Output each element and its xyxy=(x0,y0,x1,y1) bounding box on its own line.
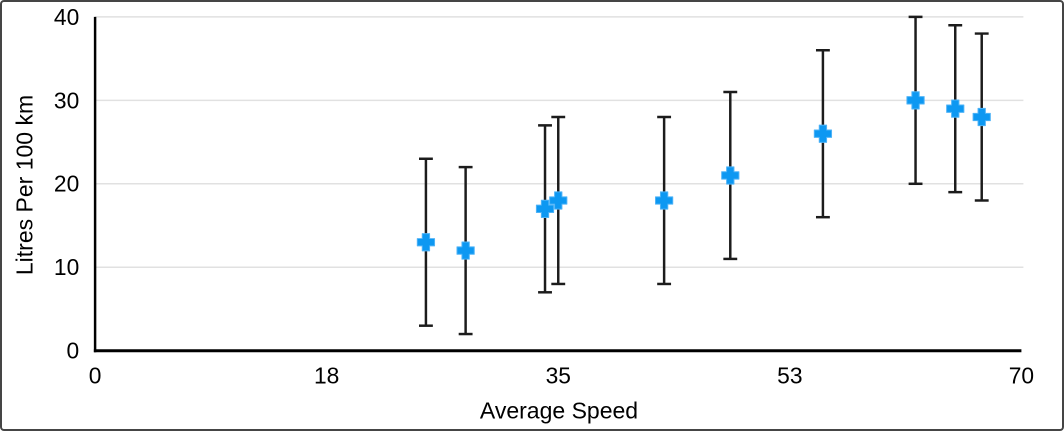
data-point-marker xyxy=(535,199,555,218)
data-point-marker xyxy=(906,91,925,110)
data-point-marker xyxy=(946,99,965,118)
x-tick-label-35: 35 xyxy=(546,362,571,388)
y-tick-label-0: 0 xyxy=(67,338,80,364)
x-tick-label-53: 53 xyxy=(777,362,802,388)
data-point-marker xyxy=(813,124,833,143)
y-axis-title: Litres Per 100 km xyxy=(11,94,38,276)
data-point-marker xyxy=(416,233,436,252)
x-tick-label-70: 70 xyxy=(1009,362,1034,388)
x-tick-label-18: 18 xyxy=(314,362,339,388)
y-tick-label-40: 40 xyxy=(54,4,79,30)
x-tick-label-0: 0 xyxy=(89,362,102,388)
data-point-marker xyxy=(655,191,674,210)
data-point-marker xyxy=(456,241,475,260)
data-point-marker xyxy=(549,191,568,210)
y-tick-label-20: 20 xyxy=(54,171,79,197)
data-point-marker xyxy=(972,107,991,127)
y-tick-label-30: 30 xyxy=(54,87,79,113)
data-point-marker xyxy=(721,166,740,185)
x-axis-title: Average Speed xyxy=(479,397,639,424)
y-tick-label-10: 10 xyxy=(54,254,79,280)
